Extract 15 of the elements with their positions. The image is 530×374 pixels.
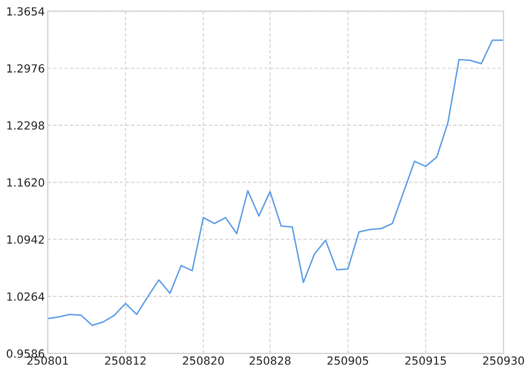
x-tick-label: 250930 bbox=[483, 356, 524, 365]
y-tick-label: 1.0264 bbox=[7, 292, 44, 301]
y-tick-label: 1.1620 bbox=[7, 178, 44, 187]
x-tick-label: 250905 bbox=[327, 356, 368, 365]
x-tick-label: 250801 bbox=[27, 356, 68, 365]
x-tick-label: 250820 bbox=[182, 356, 224, 365]
x-tick-label: 250812 bbox=[105, 356, 146, 365]
y-tick-label: 1.0942 bbox=[7, 235, 44, 244]
x-tick-label: 250915 bbox=[405, 356, 446, 365]
y-tick-label: 1.2298 bbox=[7, 121, 44, 130]
y-tick-label: 0.9586 bbox=[6, 349, 44, 358]
y-tick-label: 1.3654 bbox=[7, 7, 44, 16]
x-tick-label: 250828 bbox=[250, 356, 290, 365]
line-series bbox=[48, 39, 504, 326]
y-tick-label: 1.2976 bbox=[7, 64, 44, 73]
